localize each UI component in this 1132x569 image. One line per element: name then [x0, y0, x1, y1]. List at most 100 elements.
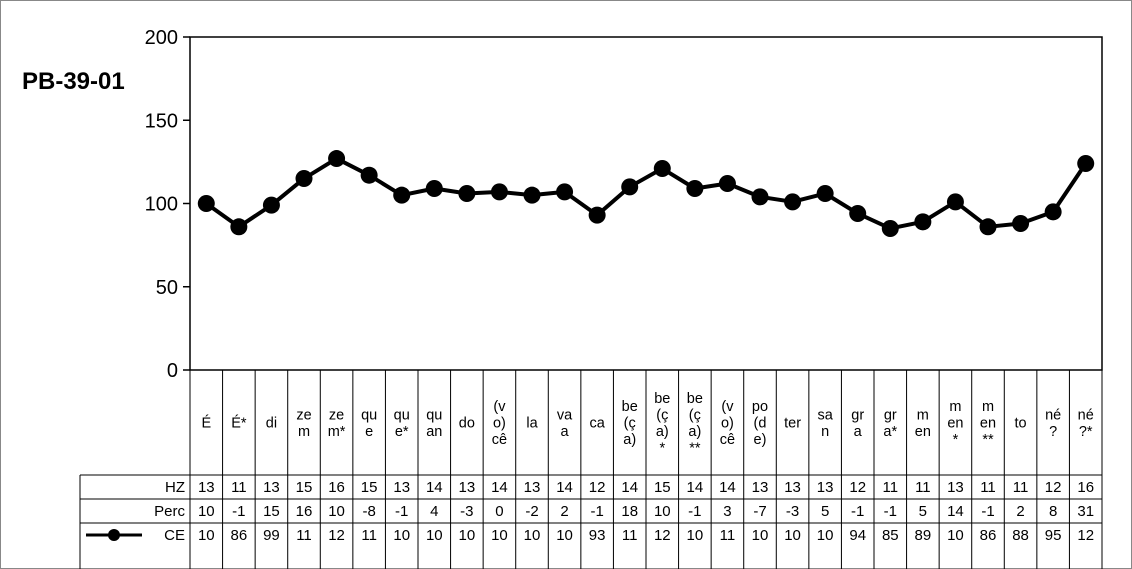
table-cell: 16	[328, 479, 345, 496]
data-point	[784, 193, 802, 211]
table-cell: -1	[884, 503, 897, 520]
category-label: É	[201, 415, 211, 432]
table-cell: 11	[622, 527, 638, 544]
series-layer	[197, 150, 1095, 237]
table-cell: 10	[491, 527, 508, 544]
table-cell: 2	[1016, 503, 1024, 520]
chart-title: PB-39-01	[22, 68, 125, 95]
table-cell: 12	[1077, 527, 1094, 544]
table-cell: 16	[1077, 479, 1094, 496]
table-cell: 3	[723, 503, 731, 520]
data-point	[328, 150, 346, 168]
table-cell: 11	[296, 527, 312, 544]
data-point	[425, 180, 443, 198]
table-cell: 10	[752, 527, 769, 544]
table-cell: 15	[296, 479, 313, 496]
data-point	[914, 213, 932, 231]
table-cell: 12	[1045, 479, 1062, 496]
table-cell: -1	[395, 503, 408, 520]
data-point	[718, 175, 736, 193]
table-cell: 2	[560, 503, 568, 520]
category-label: **	[982, 432, 994, 448]
category-label: e)	[754, 432, 767, 448]
data-point	[230, 218, 248, 236]
category-label: a)	[623, 432, 636, 448]
category-label: m	[949, 399, 961, 415]
table-cell: -1	[981, 503, 994, 520]
category-label: e	[365, 424, 373, 440]
table-cell: 10	[556, 527, 573, 544]
category-label: (v	[721, 399, 734, 415]
category-labels: É É* dizemzem*queque*quando(vo)cêlavaacabe…	[201, 391, 1093, 457]
category-label: qu	[426, 407, 442, 423]
table-cell: 11	[1013, 479, 1029, 496]
category-label: en	[980, 416, 996, 432]
table-cell: 12	[328, 527, 345, 544]
data-point	[979, 218, 997, 236]
table-cell: 13	[752, 479, 769, 496]
category-label: ter	[784, 416, 801, 432]
table-cell: 15	[361, 479, 378, 496]
table-cell: 10	[654, 503, 671, 520]
table-cell: 13	[947, 479, 964, 496]
category-label: a	[854, 424, 863, 440]
table-cell: 5	[919, 503, 927, 520]
legend-marker	[108, 529, 120, 541]
table-cell: -3	[460, 503, 473, 520]
category-label: sa	[817, 407, 833, 423]
data-point	[881, 219, 899, 237]
y-tick-label: 100	[145, 194, 178, 216]
table-cell: -1	[688, 503, 701, 520]
category-label: né	[1045, 407, 1061, 423]
data-point	[360, 166, 378, 184]
y-tick-label: 150	[145, 110, 178, 132]
table-cell: 10	[687, 527, 704, 544]
category-label: gr	[884, 407, 897, 423]
table-cell: 93	[589, 527, 606, 544]
data-point	[1012, 214, 1030, 232]
data-point	[1077, 155, 1095, 173]
table-cell: 10	[459, 527, 476, 544]
category-label: a)	[688, 424, 701, 440]
data-point	[490, 183, 508, 201]
table-cell: 10	[393, 527, 410, 544]
table-cell: 15	[263, 503, 280, 520]
category-label: cê	[720, 432, 735, 448]
category-label: a)	[656, 424, 669, 440]
category-label: m*	[328, 424, 346, 440]
table-cell: 10	[198, 503, 215, 520]
data-point	[849, 204, 867, 222]
category-label: o)	[493, 416, 506, 432]
table-cell: 13	[817, 479, 834, 496]
category-label: *	[953, 432, 959, 448]
table-cell: 13	[263, 479, 280, 496]
category-label: gr	[851, 407, 864, 423]
table-row-label: Perc	[154, 503, 185, 520]
category-label: ze	[296, 407, 311, 423]
y-tick-label: 200	[145, 27, 178, 49]
table-cell: -1	[590, 503, 603, 520]
category-label: o)	[721, 416, 734, 432]
table-cell: 14	[426, 479, 443, 496]
category-label: be	[687, 391, 703, 407]
table-cell: -3	[786, 503, 799, 520]
table-cell: 0	[495, 503, 503, 520]
category-label: qu	[361, 407, 377, 423]
category-label: cê	[492, 432, 507, 448]
category-label: di	[266, 416, 277, 432]
data-point	[393, 186, 411, 204]
category-label: en	[915, 424, 931, 440]
category-label: po	[752, 399, 768, 415]
table-cell: 13	[784, 479, 801, 496]
table-cell: 16	[296, 503, 313, 520]
table-cell: 13	[524, 479, 541, 496]
category-label: *	[659, 440, 665, 456]
category-label: **	[689, 440, 701, 456]
table-cell: 13	[459, 479, 476, 496]
table-cell: 10	[524, 527, 541, 544]
data-point	[946, 193, 964, 211]
category-label: ze	[329, 407, 344, 423]
table-cell: -2	[525, 503, 538, 520]
category-label: la	[526, 416, 538, 432]
table-cell: 10	[784, 527, 801, 544]
